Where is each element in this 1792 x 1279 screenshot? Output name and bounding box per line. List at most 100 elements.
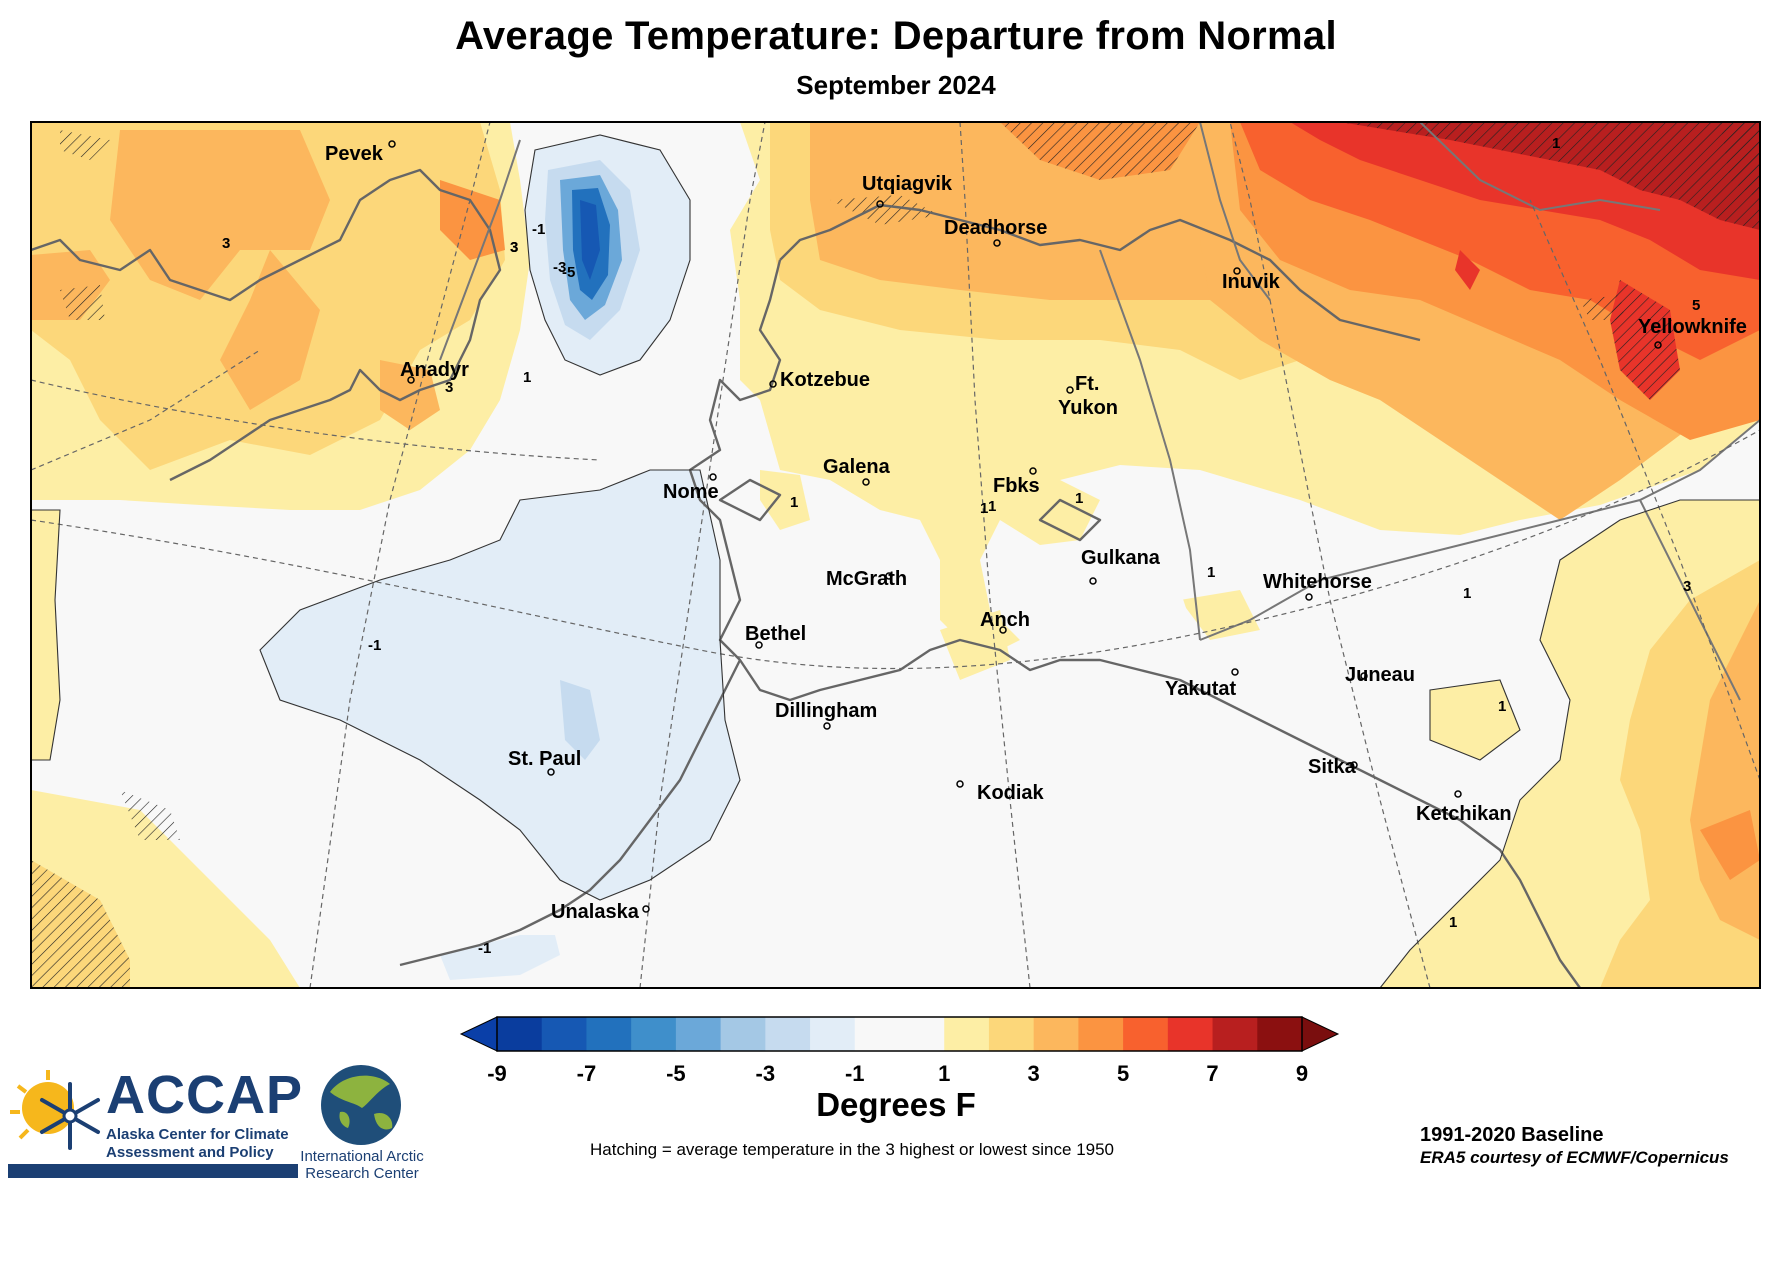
colorbar-tick-label: 5 [1117, 1061, 1129, 1086]
city-marker [407, 376, 415, 384]
city-label: Sitka [1308, 756, 1357, 778]
city-label: Anadyr [400, 359, 469, 381]
city-label: Whitehorse [1263, 571, 1372, 593]
accap-tagline: A NOAA CAP team [204, 1269, 284, 1279]
accap-logo: ACCAP Alaska Center for Climate Assessme… [8, 1060, 308, 1279]
city-label: Yukon [1058, 397, 1118, 419]
contour-label: -1 [532, 221, 545, 238]
contour-label: 3 [1683, 578, 1691, 595]
city-label: Gulkana [1081, 547, 1161, 569]
colorbar-bin [675, 1017, 722, 1051]
accap-name-line1: Alaska Center for Climate [106, 1126, 289, 1143]
city-label: Yakutat [1165, 678, 1236, 700]
city-label: Nome [663, 481, 719, 503]
city-marker [1350, 761, 1358, 769]
city-marker [1029, 467, 1037, 475]
colorbar-bin [765, 1017, 811, 1051]
city-label: St. Paul [508, 748, 581, 770]
iarc-name: International Arctic Research Center [300, 1148, 424, 1182]
cold-region-aleutian [440, 935, 560, 980]
baseline-note: 1991-2020 Baseline [1420, 1124, 1604, 1146]
city-label: Inuvik [1222, 271, 1281, 293]
contour-label: 1 [1449, 914, 1457, 931]
city-labels: Pevek Utqiagvik Deadhorse Inuvik Yellowknife… [325, 140, 1747, 923]
city-label: Juneau [1345, 664, 1415, 686]
contour-label: 5 [1692, 297, 1700, 314]
city-marker [1360, 672, 1368, 680]
city-label: Fbks [993, 475, 1040, 497]
globe-icon [321, 1065, 401, 1145]
colorbar-tick-label: -9 [487, 1061, 507, 1086]
colorbar-bin [854, 1017, 900, 1051]
city-label: Ketchikan [1416, 803, 1512, 825]
colorbar-tick-label: 9 [1296, 1061, 1308, 1086]
sun-snowflake-icon [10, 1070, 100, 1150]
contour-label: 3 [510, 239, 518, 256]
colorbar-title: Degrees F [816, 1086, 976, 1123]
contour-label: 1 [1498, 698, 1506, 715]
accap-wordmark: ACCAP [106, 1065, 304, 1125]
map-title: Average Temperature: Departure from Norm… [455, 14, 1337, 58]
city-marker [1231, 668, 1239, 676]
contour-label: -5 [562, 264, 575, 281]
city-marker [547, 768, 555, 776]
city-marker [388, 140, 396, 148]
colorbar-tick-label: 1 [938, 1061, 950, 1086]
contour-lines [31, 134, 1760, 988]
colorbar-bin [586, 1017, 632, 1051]
hatching-note: Hatching = average temperature in the 3 … [590, 1140, 1115, 1159]
contour-label: 1 [1552, 135, 1560, 152]
city-label: Bethel [745, 623, 806, 645]
accap-name-line2: Assessment and Policy [106, 1144, 274, 1161]
colorbar-bin [1167, 1017, 1214, 1051]
colorbar-bin [541, 1017, 587, 1051]
colorbar-tick-label: 3 [1028, 1061, 1040, 1086]
map-subtitle: September 2024 [796, 70, 996, 100]
city-marker [1089, 577, 1097, 585]
city-label: Galena [823, 456, 891, 478]
contour-label: 1 [523, 369, 531, 386]
colorbar-tick-label: 7 [1206, 1061, 1218, 1086]
colorbar-tick-label: -7 [577, 1061, 597, 1086]
colorbar-bin [631, 1017, 677, 1051]
record-hatch-arctic [1000, 122, 1200, 180]
city-marker [885, 572, 893, 580]
city-label: Kotzebue [780, 369, 870, 391]
contour-label: 3 [222, 235, 230, 252]
city-marker [956, 780, 964, 788]
colorbar-bin [1212, 1017, 1258, 1051]
colorbar-bin [1033, 1017, 1079, 1051]
political-borders [439, 122, 1760, 701]
city-marker [1305, 593, 1313, 601]
colorbar-bin [899, 1017, 945, 1051]
city-marker [769, 380, 777, 388]
city-marker [642, 905, 650, 913]
contour-label: 1 [980, 500, 988, 517]
contour-label: 3 [510, 239, 518, 256]
warm-region-chukotka-5 [110, 130, 330, 300]
city-label: Dillingham [775, 700, 877, 722]
colorbar-bin [1078, 1017, 1124, 1051]
contour-label: 1 [1075, 490, 1083, 507]
contour-label: 1 [790, 494, 798, 511]
colorbar-tick-label: -3 [756, 1061, 776, 1086]
city-label: Kodiak [977, 782, 1045, 804]
colorbar-bin [988, 1017, 1035, 1051]
city-label: Ft. [1075, 373, 1099, 395]
city-marker [1233, 267, 1241, 275]
city-marker [862, 478, 870, 486]
colorbar-tick-label: -1 [845, 1061, 865, 1086]
city-label: Unalaska [551, 901, 640, 923]
colorbar-bin [1123, 1017, 1169, 1051]
contour-label: -3 [553, 259, 566, 276]
city-label: Utqiagvik [862, 173, 953, 195]
city-marker [1066, 386, 1074, 394]
colorbar-over-arrow [1301, 1016, 1340, 1052]
record-hatch-southwest [31, 860, 130, 988]
city-marker [1654, 341, 1662, 349]
colorbar: -9 -7 -5 -3 -1 1 3 5 7 9 [459, 1016, 1340, 1086]
contour-label: 1 [1207, 564, 1215, 581]
city-marker [1454, 790, 1462, 798]
city-label: Deadhorse [944, 217, 1047, 239]
city-marker [993, 239, 1001, 247]
